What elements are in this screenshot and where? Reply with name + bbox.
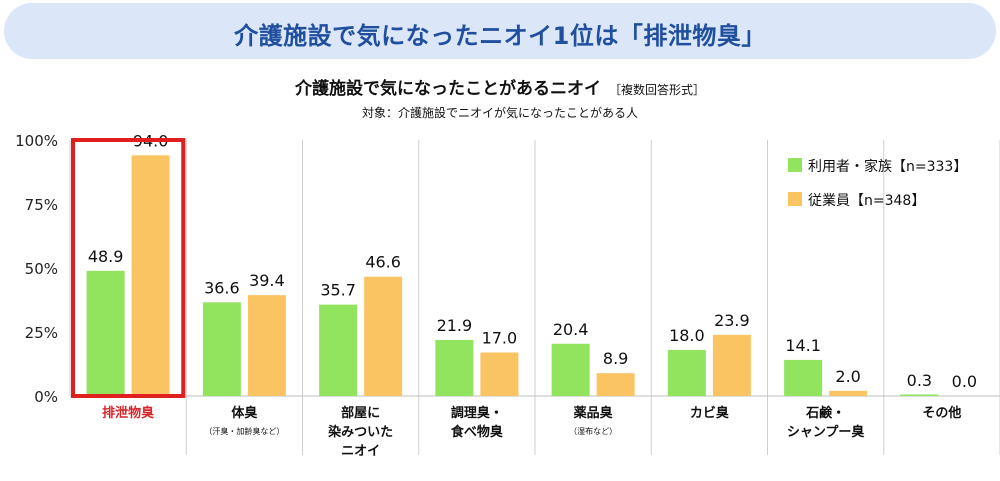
y-tick-label: 25%: [25, 324, 58, 342]
value-label: 2.0: [835, 367, 860, 386]
bar-user-family: [435, 339, 474, 396]
bar-staff: [596, 373, 635, 396]
category-label: 薬品臭: [573, 405, 613, 421]
bar-user-family: [667, 349, 706, 396]
y-tick-label: 0%: [34, 388, 58, 406]
category-label: シャンプー臭: [787, 424, 865, 440]
value-label: 18.0: [669, 326, 705, 345]
legend-swatch: [788, 192, 802, 206]
bar-staff: [712, 334, 751, 396]
y-tick-label: 50%: [25, 260, 58, 278]
category-note: （汗臭・加齢臭など）: [204, 426, 284, 436]
bar-staff: [480, 352, 519, 396]
value-label: 23.9: [714, 311, 750, 330]
bar-staff: [364, 276, 403, 396]
value-label: 14.1: [785, 336, 821, 355]
value-label: 8.9: [603, 349, 628, 368]
chart-title-text: 介護施設で気になったことがあるニオイ: [294, 79, 601, 99]
legend-label: 利用者・家族【n=333】: [808, 158, 967, 175]
bar-user-family: [551, 343, 590, 396]
value-label: 20.4: [553, 320, 589, 339]
chart-title: 介護施設で気になったことがあるニオイ ［複数回答形式］: [0, 74, 1000, 99]
value-label: 17.0: [482, 328, 518, 347]
value-label: 36.6: [204, 278, 240, 297]
bar-user-family: [784, 359, 823, 396]
bar-user-family: [319, 304, 358, 396]
bar-user-family: [86, 270, 125, 396]
y-tick-label: 100%: [15, 132, 58, 150]
legend-swatch: [788, 158, 802, 172]
value-label: 0.0: [952, 372, 977, 391]
value-label: 46.6: [365, 253, 401, 272]
bar-staff: [131, 155, 170, 396]
bar-user-family: [900, 394, 939, 396]
category-label: 体臭: [231, 405, 257, 421]
highlight-frame: [71, 138, 186, 398]
category-label: 排泄物臭: [102, 405, 154, 421]
chart-subtitle: 対象：介護施設でニオイが気になったことがある人: [361, 106, 638, 120]
bar-staff: [829, 390, 868, 396]
value-label: 48.9: [88, 247, 124, 266]
bar-staff: [247, 295, 286, 396]
value-label: 39.4: [249, 271, 285, 290]
y-tick-label: 75%: [25, 196, 58, 214]
bar-user-family: [202, 302, 241, 396]
category-label: カビ臭: [690, 405, 729, 421]
legend-label: 従業員【n=348】: [808, 193, 925, 209]
category-label: ニオイ: [341, 444, 380, 459]
value-label: 0.3: [907, 371, 932, 390]
headline-banner: 介護施設で気になったニオイ1位は「排泄物臭」: [4, 3, 996, 59]
chart-title-note: ［複数回答形式］: [608, 83, 705, 97]
category-label: 染みついた: [327, 424, 393, 440]
category-note: （湿布など）: [569, 426, 617, 436]
category-label: 部屋に: [341, 405, 380, 421]
category-label: 石鹸・: [805, 405, 845, 421]
value-label: 35.7: [320, 281, 356, 300]
category-label: 食べ物臭: [451, 424, 503, 440]
category-label: その他: [922, 405, 961, 421]
category-label: 調理臭・: [451, 405, 503, 421]
headline-text: 介護施設で気になったニオイ1位は「排泄物臭」: [234, 22, 766, 50]
value-label: 21.9: [437, 316, 473, 335]
